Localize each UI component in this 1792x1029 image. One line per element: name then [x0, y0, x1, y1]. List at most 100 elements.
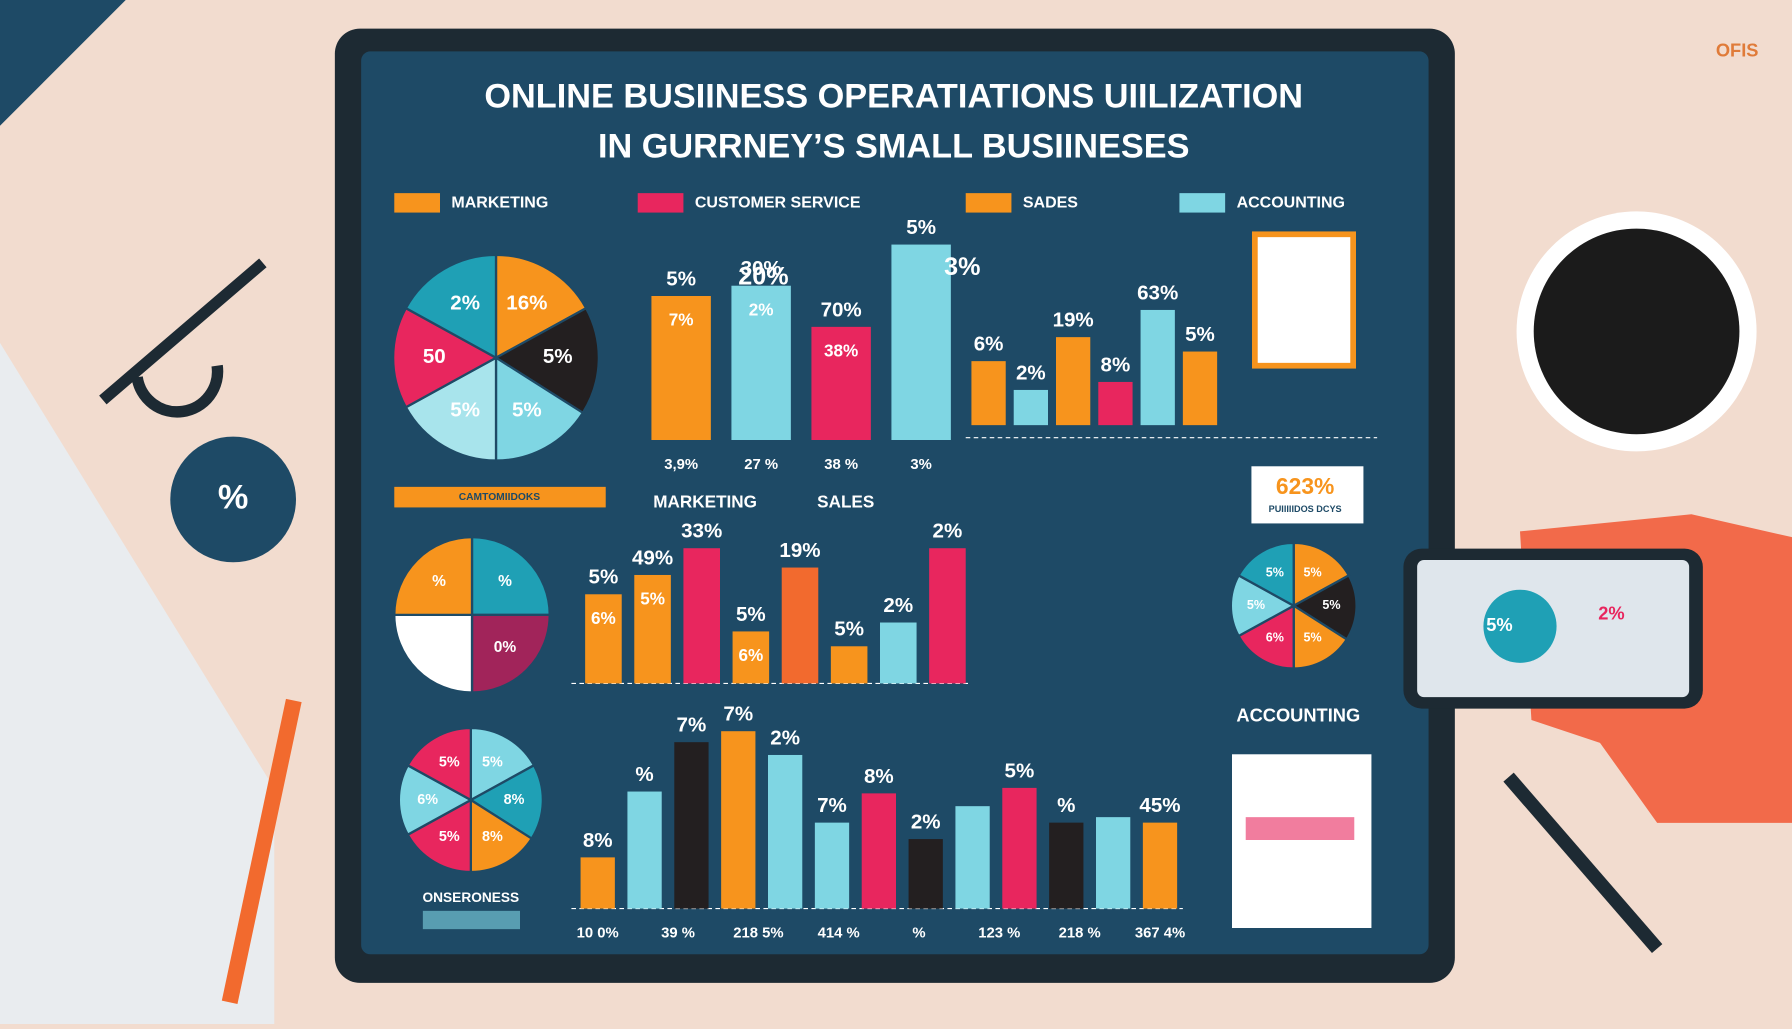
bar-bottom-label: 27 % [744, 457, 778, 473]
bar-label: % [1057, 794, 1075, 817]
pie-slice [470, 535, 551, 616]
folder [0, 0, 126, 126]
pie-slice [469, 797, 534, 874]
pie-slice [404, 355, 498, 462]
coffee [1533, 228, 1740, 435]
clipboard-chart [1245, 817, 1355, 840]
bar [955, 806, 990, 909]
laptop [0, 342, 275, 1024]
bar [1140, 309, 1175, 426]
bar-label: 6% [974, 333, 1004, 356]
bar [1142, 822, 1178, 909]
legend-swatch [637, 193, 684, 213]
pie-slice [494, 253, 588, 360]
banner [394, 486, 606, 508]
pie-slice [470, 613, 551, 694]
bar-inner-label: 6% [591, 608, 616, 628]
bar-label: 19% [779, 539, 820, 562]
pie-label: 0% [494, 639, 517, 656]
bar [651, 296, 711, 440]
bar [585, 594, 622, 684]
pie-slice [392, 306, 499, 409]
annotation: CAMTOMIIDOKS [459, 492, 541, 503]
bar [811, 326, 871, 440]
pie-slice [1291, 573, 1358, 641]
pie-label: 5% [1303, 565, 1321, 579]
bar [721, 731, 756, 909]
pie-label: 5% [439, 754, 460, 770]
pie-label: 5% [1303, 631, 1321, 645]
pie-slice [397, 763, 474, 837]
bar-label: 8% [583, 829, 613, 852]
bar [627, 791, 662, 909]
bar-label: 2% [1016, 361, 1046, 384]
bar-label: 63% [1137, 281, 1178, 304]
bar-inner-label: 38% [824, 341, 858, 361]
pie-label: 5% [543, 345, 573, 368]
bar [1098, 381, 1133, 426]
bar-bottom-label: 10 0% [577, 926, 619, 942]
bar-label: 8% [1101, 353, 1131, 376]
bar [1096, 817, 1131, 909]
card [1251, 466, 1364, 524]
bar-inner-label: 7% [669, 310, 694, 330]
bar-label: 5% [736, 603, 766, 626]
badge [170, 436, 296, 563]
bar-bottom-label: 38 % [824, 457, 858, 473]
bar [1056, 337, 1091, 426]
pie-label: % [432, 573, 446, 590]
bar [768, 754, 803, 909]
bar [880, 622, 917, 684]
bar-label: 49% [632, 546, 673, 569]
bar [732, 631, 770, 684]
bar-label: 5% [589, 566, 619, 589]
bar-bottom-label: 39 % [661, 926, 695, 942]
pie-label: 16% [506, 292, 547, 315]
bar [861, 793, 896, 909]
legend-swatch [965, 193, 1012, 213]
bar-label: 2% [933, 520, 963, 543]
title: ONLINE BUSIINESS OPERATIATIONS UIILIZATI… [484, 77, 1303, 115]
annotation: MARKETING [653, 491, 757, 511]
pie-label: 5% [450, 399, 480, 422]
bar-label: 19% [1053, 309, 1094, 332]
annotation: ONSERONESS [422, 890, 519, 905]
bar-label: 5% [834, 618, 864, 641]
clipboard [1252, 231, 1356, 369]
pie-label: 5% [1266, 565, 1284, 579]
annotation: % [218, 478, 248, 516]
phone-pie [1483, 589, 1557, 663]
annotation: SALES [817, 491, 874, 511]
title: IN GURRNEY’S SMALL BUSIINESES [598, 128, 1189, 166]
bar-inner-label: 6% [738, 645, 763, 665]
bar-label: 70% [821, 298, 862, 321]
annotation: OFIS [1716, 39, 1759, 60]
bar [929, 548, 966, 684]
bar-label: 5% [666, 267, 696, 290]
legend-label: ACCOUNTING [1237, 195, 1345, 212]
bar-label: 5% [906, 216, 936, 239]
bar-label: 33% [681, 520, 722, 543]
legend-swatch [1179, 193, 1226, 213]
pie-slice [1292, 541, 1351, 608]
pie-label: % [498, 573, 512, 590]
label-bar [422, 910, 520, 930]
bar [1013, 389, 1048, 426]
bar [781, 567, 819, 684]
pie-slice [393, 535, 474, 616]
bar [891, 244, 951, 440]
bar [908, 839, 943, 909]
legend-label: CUSTOMER SERVICE [695, 195, 861, 212]
legend-swatch [394, 193, 440, 213]
pie-slice [406, 726, 472, 802]
pie-slice [1292, 603, 1349, 670]
pie-slice [493, 306, 600, 415]
pen [1503, 772, 1663, 954]
phone-label: 2% [1598, 603, 1624, 624]
pie-slice [1229, 573, 1297, 638]
bar-bottom-label: 3,9% [664, 457, 698, 473]
bar-label: 2% [883, 594, 913, 617]
legend-label: MARKETING [451, 195, 548, 212]
bar-label: 2% [911, 811, 941, 834]
